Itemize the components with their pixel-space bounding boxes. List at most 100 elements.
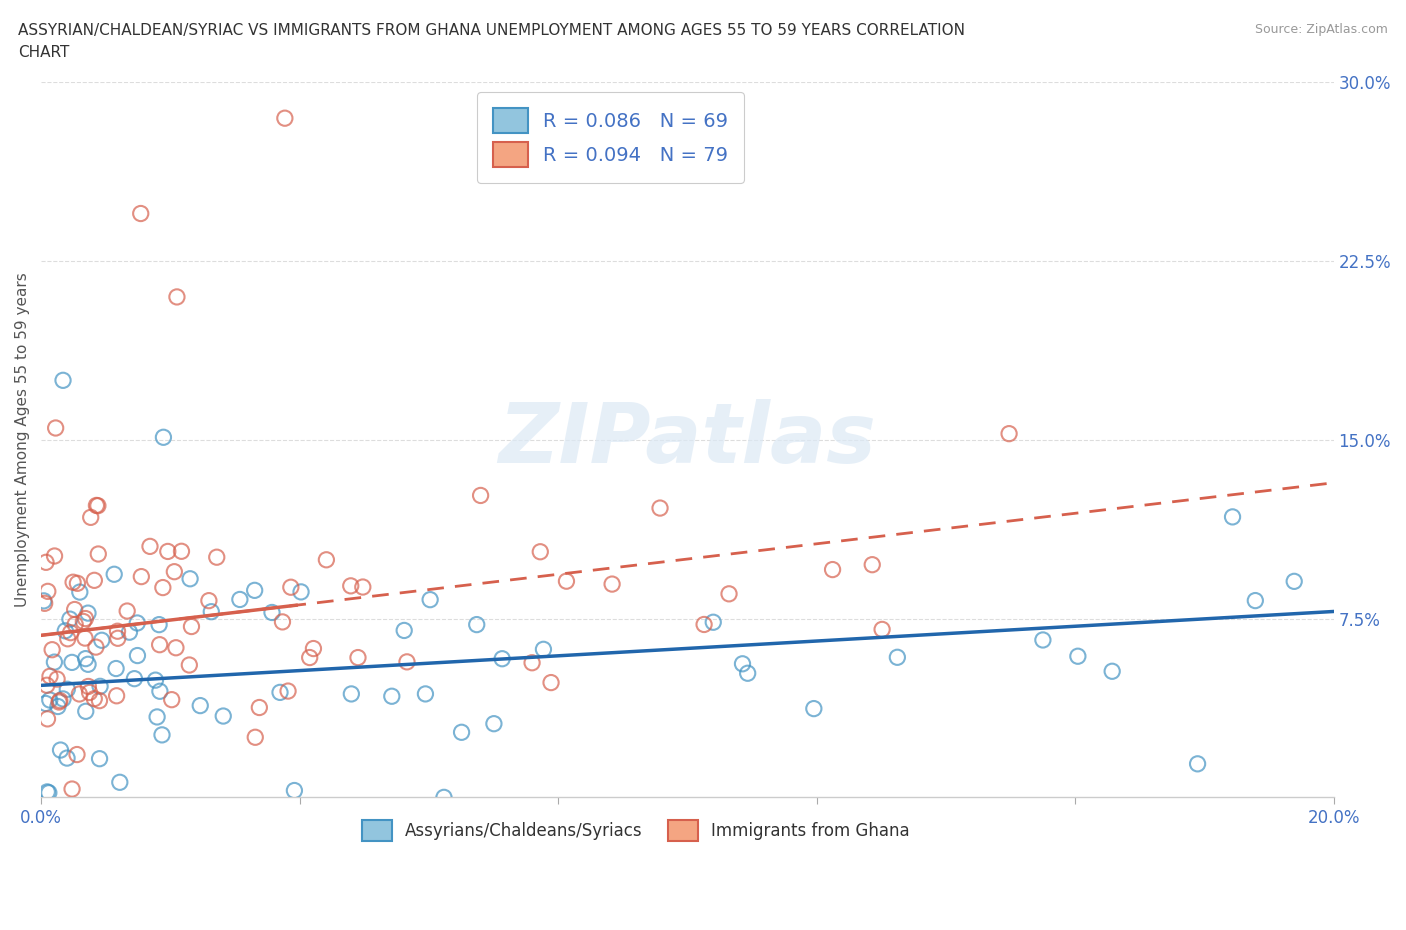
Point bbox=[107, 631, 129, 645]
Point bbox=[229, 592, 252, 607]
Point bbox=[66, 747, 89, 762]
Point bbox=[198, 593, 221, 608]
Point bbox=[118, 625, 141, 640]
Point bbox=[395, 655, 418, 670]
Point bbox=[49, 743, 72, 758]
Point bbox=[179, 658, 201, 672]
Point bbox=[67, 686, 90, 701]
Point bbox=[648, 500, 671, 515]
Point bbox=[89, 751, 111, 766]
Point bbox=[37, 711, 59, 726]
Point bbox=[693, 617, 716, 631]
Point bbox=[170, 544, 193, 559]
Point bbox=[1187, 756, 1209, 771]
Point bbox=[35, 678, 58, 693]
Point bbox=[718, 587, 741, 602]
Point bbox=[1282, 574, 1305, 589]
Point bbox=[52, 692, 75, 707]
Point bbox=[886, 650, 908, 665]
Point bbox=[63, 602, 86, 617]
Point bbox=[737, 666, 759, 681]
Point bbox=[315, 552, 337, 567]
Point bbox=[75, 704, 97, 719]
Point bbox=[156, 544, 179, 559]
Point bbox=[89, 693, 111, 708]
Point bbox=[146, 710, 169, 724]
Point bbox=[87, 498, 110, 513]
Point bbox=[298, 650, 321, 665]
Point bbox=[160, 692, 183, 707]
Point bbox=[34, 696, 56, 711]
Point bbox=[52, 373, 75, 388]
Point bbox=[205, 550, 228, 565]
Point bbox=[87, 547, 110, 562]
Point bbox=[53, 623, 76, 638]
Point bbox=[129, 206, 152, 221]
Point bbox=[600, 577, 623, 591]
Point bbox=[39, 669, 62, 684]
Point bbox=[339, 578, 361, 593]
Point bbox=[79, 685, 101, 700]
Point bbox=[491, 651, 513, 666]
Point bbox=[80, 510, 103, 525]
Point bbox=[347, 650, 370, 665]
Point bbox=[149, 684, 172, 698]
Text: ASSYRIAN/CHALDEAN/SYRIAC VS IMMIGRANTS FROM GHANA UNEMPLOYMENT AMONG AGES 55 TO : ASSYRIAN/CHALDEAN/SYRIAC VS IMMIGRANTS F… bbox=[18, 23, 966, 38]
Point bbox=[60, 781, 83, 796]
Point bbox=[821, 562, 844, 577]
Point bbox=[731, 657, 754, 671]
Point bbox=[59, 612, 82, 627]
Point bbox=[41, 643, 63, 658]
Point bbox=[56, 751, 79, 765]
Point bbox=[520, 656, 543, 671]
Point bbox=[86, 498, 108, 512]
Point bbox=[271, 615, 294, 630]
Point bbox=[340, 686, 363, 701]
Point bbox=[188, 698, 211, 713]
Point bbox=[38, 785, 60, 800]
Point bbox=[860, 557, 883, 572]
Point bbox=[163, 565, 186, 579]
Point bbox=[124, 671, 146, 686]
Point bbox=[433, 790, 456, 804]
Point bbox=[32, 593, 55, 608]
Point bbox=[127, 648, 149, 663]
Point bbox=[115, 604, 138, 618]
Point bbox=[290, 584, 312, 599]
Point bbox=[180, 619, 202, 634]
Text: CHART: CHART bbox=[18, 45, 70, 60]
Point bbox=[212, 709, 235, 724]
Point bbox=[77, 657, 100, 671]
Point bbox=[59, 625, 82, 640]
Point bbox=[34, 596, 56, 611]
Text: ZIPatlas: ZIPatlas bbox=[498, 399, 876, 481]
Point bbox=[243, 583, 266, 598]
Point bbox=[66, 576, 89, 591]
Point bbox=[83, 573, 105, 588]
Point bbox=[280, 579, 302, 594]
Point bbox=[62, 575, 84, 590]
Legend: Assyrians/Chaldeans/Syriacs, Immigrants from Ghana: Assyrians/Chaldeans/Syriacs, Immigrants … bbox=[353, 812, 918, 850]
Point bbox=[72, 614, 94, 629]
Point bbox=[46, 671, 69, 686]
Point bbox=[179, 571, 201, 586]
Point bbox=[77, 605, 100, 620]
Point bbox=[77, 679, 100, 694]
Point bbox=[48, 695, 70, 710]
Point bbox=[108, 775, 131, 790]
Point bbox=[274, 111, 297, 126]
Point bbox=[103, 566, 125, 581]
Point bbox=[139, 539, 162, 554]
Point bbox=[302, 641, 325, 656]
Point bbox=[1244, 593, 1267, 608]
Point bbox=[381, 689, 404, 704]
Point bbox=[392, 623, 415, 638]
Point bbox=[38, 693, 60, 708]
Point bbox=[1067, 649, 1090, 664]
Point bbox=[152, 580, 174, 595]
Point bbox=[56, 682, 79, 697]
Point bbox=[37, 784, 59, 799]
Point bbox=[352, 579, 374, 594]
Point bbox=[131, 569, 153, 584]
Point bbox=[107, 624, 129, 639]
